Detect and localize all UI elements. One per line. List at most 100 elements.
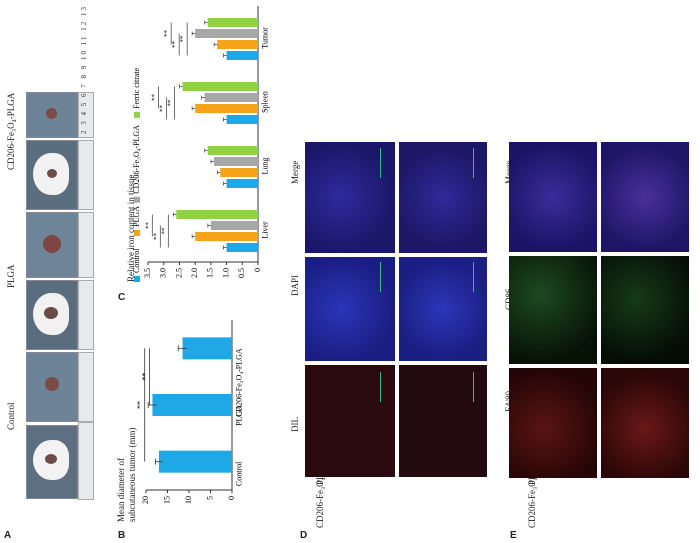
chart-c-tick-label: 2.5 (174, 268, 183, 278)
micro-e-plga-f480 (601, 368, 689, 478)
group-label-control: Control (6, 402, 16, 430)
chart-c-legend-label: PLGA (132, 206, 141, 227)
chart-b-category-label: CD206-Fe₃O₄-PLGA (235, 348, 244, 417)
chart-b-category-label: PLGA (235, 405, 244, 426)
chart-c-sig-label: ** (171, 41, 179, 49)
scale-bar (380, 148, 381, 178)
chart-c-legend-label: Control (132, 248, 141, 273)
panel-letter-b: B (118, 530, 126, 541)
chart-c-legend-swatch (134, 196, 140, 203)
chart-c-sig-label: ** (167, 99, 175, 107)
chart-c-legend-swatch (134, 111, 140, 118)
chart-c-sig-label: ** (151, 94, 159, 102)
ruler-numbers: 2 3 4 5 6 7 8 9 10 11 12 13 14 (80, 0, 88, 134)
mouse-photo-plga (26, 280, 78, 350)
chart-c-bar (195, 232, 258, 241)
chart-c-sig-label: ** (159, 105, 167, 113)
chart-c-bar (220, 168, 258, 177)
chart-c-bar (204, 93, 258, 102)
group-label-plga: PLGA (6, 264, 16, 288)
chart-c-tick-label: 2.0 (190, 268, 199, 278)
micro-d-cd206-merge (305, 142, 395, 253)
chart-b-tick-label: 5 (205, 496, 214, 500)
chart-c-legend-label: CD206-Fe₃O₄-PLGA (132, 125, 141, 194)
panel-d-ch-dapi: DAPI (290, 274, 300, 296)
chart-c-category-label: Spleen (261, 91, 270, 113)
chart-c-bar (207, 18, 258, 27)
ruler-control-2 (78, 352, 94, 422)
chart-c-bar (217, 40, 258, 49)
chart-c-tick-label: 3.0 (159, 268, 168, 278)
chart-c-bar (226, 243, 258, 252)
micro-e-plga-merge (601, 142, 689, 252)
micro-e-cd206-merge (509, 142, 597, 252)
chart-c-bar (226, 51, 258, 60)
chart-c-tick-label: 0 (253, 268, 262, 272)
chart-b-bar (182, 337, 232, 360)
tumor-photo-control (26, 352, 78, 422)
chart-c-bar (182, 82, 258, 91)
ruler-cd206-2 (78, 92, 94, 138)
micro-e-plga-cd86 (601, 256, 689, 364)
chart-c-tick-label: 0.5 (237, 268, 246, 278)
panel-d-ch-dil: DIL (290, 417, 300, 432)
chart-c-sig-label: ** (160, 227, 168, 235)
panel-letter-d: D (300, 530, 308, 541)
tumor-photo-plga (26, 212, 78, 278)
chart-b-tick-label: 10 (184, 496, 193, 504)
panel-d-ch-merge: Merge (290, 160, 300, 184)
chart-c-tick-label: 1.5 (206, 268, 215, 278)
chart-c-ylabel: Relative iron content in tissue (126, 174, 136, 282)
micro-d-plga-merge (399, 142, 487, 253)
scale-bar (380, 372, 381, 402)
chart-c-category-label: Lung (261, 158, 270, 175)
chart-c-bar (226, 179, 258, 188)
chart-c-legend-swatch (134, 229, 140, 236)
chart-c-tick-label: 3.5 (143, 268, 152, 278)
chart-c-legend-label: Ferric citrate (132, 67, 141, 109)
chart-b-sig-label: ** (136, 401, 145, 409)
chart-c-sig-label: ** (144, 222, 152, 230)
chart-c-legend-swatch (134, 276, 140, 282)
chart-c-legend-group: Control PLGA CD206-Fe₃O₄-PLGA Ferric citrat… (132, 67, 141, 282)
chart-c-bar (214, 157, 258, 166)
chart-c-bar (207, 146, 258, 155)
chart-b-bar (152, 394, 232, 416)
chart-c-sig-label: ** (163, 29, 171, 37)
ruler-plga-1 (78, 280, 94, 350)
mouse-photo-control (26, 425, 78, 499)
chart-b-tick-label: 15 (162, 496, 171, 504)
micro-e-cd206-cd86 (509, 256, 597, 364)
panel-letter-a: A (4, 530, 12, 541)
panel-letter-e: E (510, 530, 517, 541)
scale-bar (473, 262, 474, 292)
chart-c-sig-label: ** (152, 233, 160, 241)
micro-d-plga-dapi (399, 257, 487, 361)
chart-b-ylabel-2: subcutaneous tumor (mm) (127, 427, 137, 522)
chart-b-bar (158, 450, 232, 473)
chart-iron-content: 00.51.01.52.02.53.03.5Liver******LungSpl… (132, 6, 270, 282)
chart-c-sig-label: ** (179, 35, 187, 43)
micro-d-cd206-dil (305, 365, 395, 477)
chart-b-tick-label: 20 (141, 496, 150, 504)
chart-b-ylabel-1: Mean diameter of (116, 458, 126, 522)
panel-letter-c: C (118, 292, 126, 303)
chart-c-tick-label: 1.0 (221, 268, 230, 278)
micro-d-plga-dil (399, 365, 487, 477)
chart-c-bar (226, 115, 258, 124)
micro-d-cd206-dapi (305, 257, 395, 361)
ruler-control-1 (78, 422, 94, 500)
chart-c-bar (195, 29, 258, 38)
chart-b-category-label: Control (235, 461, 244, 486)
scale-bar (380, 262, 381, 292)
ruler-cd206-1 (78, 140, 94, 210)
scale-bar (473, 148, 474, 178)
chart-b-sig-label: ** (140, 373, 149, 381)
group-label-cd206: CD206-Fe₃O₄-PLGA (6, 92, 16, 170)
chart-c-bar (176, 210, 258, 219)
scale-bar (473, 372, 474, 402)
chart-c-category-label: Liver (261, 221, 270, 239)
chart-c-bar (210, 221, 258, 230)
